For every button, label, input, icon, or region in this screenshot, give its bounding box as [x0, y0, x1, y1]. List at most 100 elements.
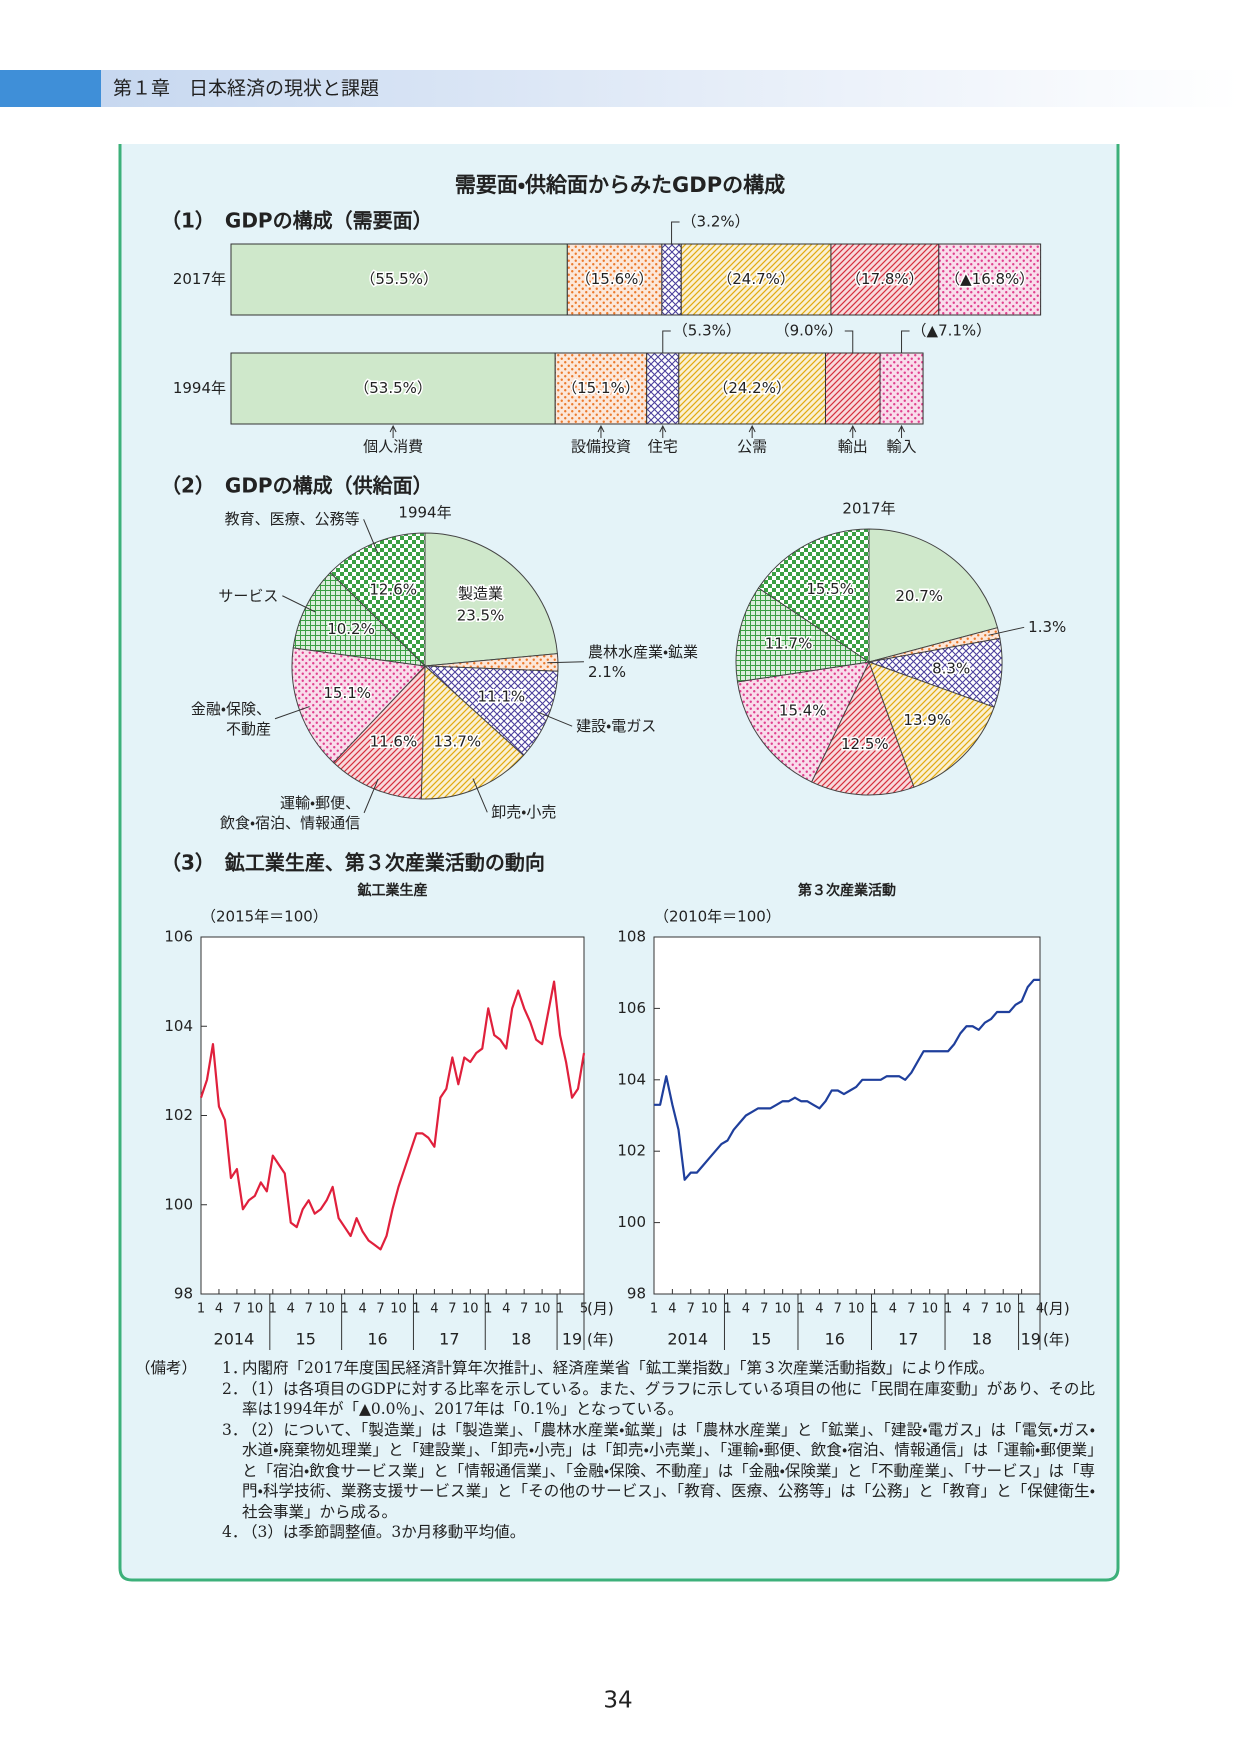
legend-arrow	[898, 424, 905, 438]
month-label: 1	[556, 1302, 564, 1317]
leader-line	[274, 706, 310, 720]
note-item: 3． （2）について、「製造業」は「製造業」、「農林水産業・鉱業」は「農林水産業」…	[222, 1420, 1095, 1523]
month-label: 4	[502, 1302, 510, 1317]
year-label: 15	[296, 1330, 316, 1349]
year-label: 17	[898, 1330, 918, 1349]
category-label: 製造業	[458, 585, 503, 603]
value-label: （▲16.8%）	[945, 270, 1034, 288]
header-band	[101, 70, 1241, 107]
month-label: 7	[233, 1302, 241, 1317]
bar-segment	[680, 243, 832, 316]
value-label: 15.4%	[779, 702, 827, 720]
pie-slice	[736, 661, 870, 783]
bar-segment	[938, 243, 1042, 316]
y-tick-label: 100	[164, 1195, 193, 1213]
pie-outside-label: 金融・保険、 不動産	[191, 698, 271, 739]
month-label: 1	[340, 1302, 348, 1317]
section-heading: （3） 鉱工業生産、第３次産業活動の動向	[161, 851, 545, 875]
legend-label: 輸出	[838, 438, 868, 456]
pie-outside-label: 農林水産業・鉱業 2.1%	[588, 642, 698, 683]
legend-arrow	[389, 424, 397, 438]
value-label: 20.7%	[895, 587, 943, 605]
year-label: 15	[751, 1330, 771, 1349]
category-label: 卸売・小売	[491, 803, 557, 822]
chart-title: 第３次産業活動	[798, 882, 896, 899]
x-unit-year: (年)	[587, 1331, 614, 1349]
y-tick-label: 102	[617, 1142, 646, 1160]
month-label: 4	[358, 1302, 366, 1317]
month-label: 4	[287, 1302, 295, 1317]
chart-title: 鉱工業生産	[357, 882, 428, 899]
value-label: （9.0%）	[775, 322, 843, 340]
pie-slice	[868, 661, 995, 788]
value-label: 13.7%	[433, 732, 481, 750]
pie-title: 2017年	[842, 500, 895, 518]
month-label: 1	[269, 1302, 277, 1317]
month-label: 4	[742, 1302, 750, 1317]
month-label: 4	[430, 1302, 438, 1317]
y-tick-label: 100	[617, 1213, 646, 1231]
year-label: 19	[1021, 1330, 1041, 1349]
bar-segment	[230, 352, 556, 425]
month-label: 10	[534, 1302, 551, 1317]
value-label: 11.7%	[765, 635, 813, 653]
category-label: 農林水産業・鉱業	[587, 642, 699, 661]
y-tick-label: 104	[164, 1017, 193, 1035]
category-label: 建設・電ガス	[576, 717, 657, 736]
value-label: （15.6%）	[576, 270, 654, 288]
month-label: 7	[834, 1302, 842, 1317]
month-label: 4	[215, 1302, 223, 1317]
month-label: 4	[889, 1302, 897, 1317]
month-label: 1	[650, 1302, 658, 1317]
note-number: 2．	[222, 1379, 248, 1398]
line-series	[199, 980, 586, 1251]
month-label: 7	[760, 1302, 768, 1317]
month-label: 10	[318, 1302, 335, 1317]
pie-slice	[868, 528, 999, 663]
legend-label: 公需	[737, 438, 767, 456]
category-label: サービス	[218, 586, 279, 605]
section-heading: （1） GDPの構成（需要面）	[161, 209, 433, 233]
legend-arrow	[597, 424, 605, 438]
bar-segment	[678, 352, 826, 425]
note-item: 4． （3）は季節調整値。3か月移動平均値。	[222, 1522, 1095, 1543]
month-label: 10	[462, 1302, 479, 1317]
bar-segment	[566, 243, 663, 316]
year-label: 16	[825, 1330, 845, 1349]
month-label: 10	[774, 1302, 791, 1317]
value-label: 23.5%	[457, 607, 505, 625]
value-label: （53.5%）	[354, 379, 432, 397]
y-tick-label: 106	[164, 928, 193, 946]
chapter-title: 第１章 日本経済の現状と課題	[113, 78, 379, 100]
leader-line	[363, 778, 379, 814]
note-number: 1．	[222, 1359, 248, 1377]
plot-frame	[653, 936, 1041, 1295]
unit-label: （2010年＝100）	[654, 908, 781, 926]
value-label: （3.2%）	[682, 213, 750, 231]
year-label: 17	[439, 1330, 459, 1349]
leader-line	[547, 661, 584, 664]
value-label: （5.3%）	[673, 322, 741, 340]
value-label: （▲7.1%）	[912, 322, 992, 340]
value-label: 12.6%	[369, 580, 417, 598]
legend-arrow	[748, 424, 756, 438]
month-label: 4	[668, 1302, 676, 1317]
value-label: 8.3%	[932, 659, 970, 677]
note-item: 2． （1）は各項目のGDPに対する比率を示している。また、グラフに示している項目…	[222, 1379, 1095, 1420]
year-label: 18	[511, 1330, 531, 1349]
year-label: 16	[367, 1330, 387, 1349]
month-label: 7	[305, 1302, 313, 1317]
value-label: （17.8%）	[846, 270, 924, 288]
month-label: 7	[520, 1302, 528, 1317]
leader-line	[901, 330, 910, 353]
leader-line	[538, 711, 573, 727]
legend-arrow	[849, 424, 857, 438]
month-label: 1	[797, 1302, 805, 1317]
month-label: 7	[687, 1302, 695, 1317]
category-label: 金融・保険、 不動産	[190, 699, 271, 738]
value-label: 10.2%	[327, 620, 375, 638]
leader-line	[671, 221, 680, 244]
pie-outside-label: 運輸・郵便、 飲食・宿泊、情報通信	[220, 793, 360, 834]
y-tick-label: 108	[617, 928, 646, 946]
